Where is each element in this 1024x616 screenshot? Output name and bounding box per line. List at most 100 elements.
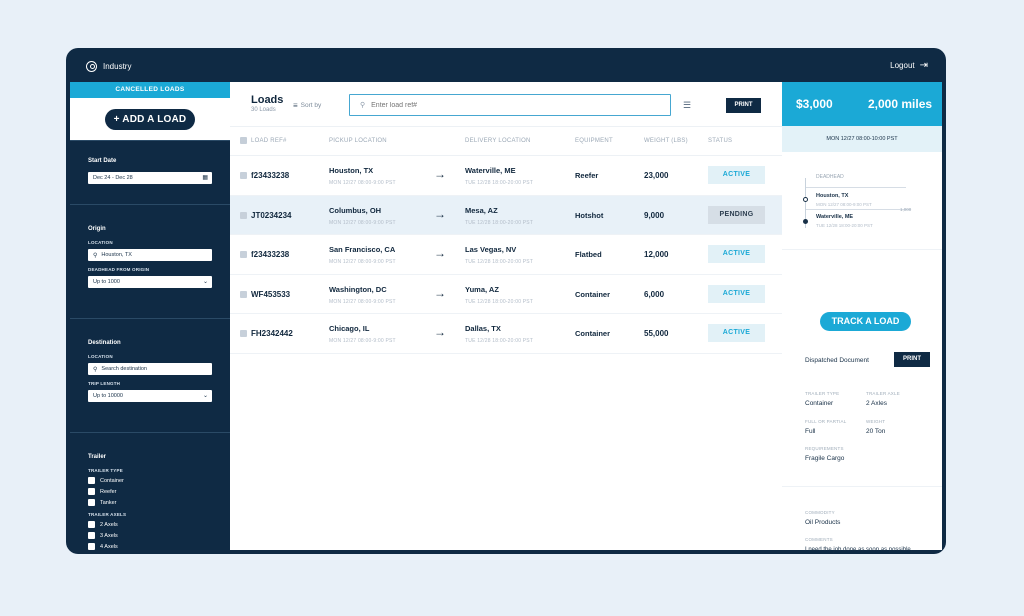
- status-badge: ACTIVE: [708, 166, 765, 184]
- user-icon: [86, 61, 97, 72]
- table-row[interactable]: f23433238 San Francisco, CA MON 12/27 08…: [230, 235, 782, 275]
- table-header: LOAD REF# PICKUP LOCATION DELIVERY LOCAT…: [230, 126, 782, 156]
- sort-icon: ≡: [293, 101, 298, 110]
- pickup-date: MON 12/27 08:00-10:00 PST: [782, 126, 942, 152]
- start-date-field[interactable]: Dec 24 - Dec 28 ▦: [88, 172, 212, 184]
- equipment: Container: [575, 329, 611, 338]
- weight: 6,000: [644, 289, 665, 299]
- column-header[interactable]: PICKUP LOCATION: [329, 138, 387, 144]
- pickup-city: Houston, TX: [329, 166, 374, 175]
- table-row[interactable]: JT0234234 Columbus, OH MON 12/27 08:00-9…: [230, 195, 782, 235]
- load-ref: f23433238: [251, 171, 290, 180]
- status-badge: PENDING: [708, 205, 765, 224]
- destination-marker: [803, 219, 808, 224]
- trailer-type-option[interactable]: Tanker: [88, 499, 212, 506]
- deadhead-label: DEADHEAD FROM ORIGIN: [88, 267, 150, 272]
- print-document-button[interactable]: PRINT: [894, 352, 930, 367]
- filter-sidebar: CANCELLED LOADS + ADD A LOAD Start Date …: [70, 82, 230, 550]
- column-header[interactable]: EQUIPMENT: [575, 138, 613, 144]
- origin-marker: [803, 197, 808, 202]
- checkbox[interactable]: [88, 488, 95, 495]
- detail-header: $3,000 2,000 miles MON 12/27 08:00-10:00…: [782, 82, 942, 152]
- search-icon: ⚲: [93, 366, 98, 373]
- commodity-label: COMMODITY: [805, 510, 835, 515]
- checkbox[interactable]: [88, 543, 95, 550]
- origin-location-input[interactable]: ⚲ Houston, TX: [88, 249, 212, 261]
- checkbox[interactable]: [88, 532, 95, 539]
- equipment: Reefer: [575, 171, 599, 180]
- top-bar: Industry Logout ⇥: [66, 48, 946, 82]
- origin-location-label: LOCATION: [88, 240, 113, 245]
- row-checkbox[interactable]: [240, 330, 247, 337]
- trailer-axle-option[interactable]: 4 Axels: [88, 543, 212, 550]
- trailer-type-option[interactable]: Reefer: [88, 488, 212, 495]
- option-label: Reefer: [100, 488, 117, 495]
- cancelled-loads-tab[interactable]: CANCELLED LOADS: [70, 82, 230, 98]
- delivery-city: Waterville, ME: [465, 166, 516, 175]
- requirements-label: REQUIREMENTS: [805, 446, 844, 451]
- list-header: Loads 30 Loads ≡ Sort by ⚲ ☰ PRINT: [230, 82, 782, 126]
- print-button[interactable]: PRINT: [726, 98, 761, 113]
- load-search[interactable]: ⚲: [349, 94, 671, 116]
- checkbox[interactable]: [88, 477, 95, 484]
- table-row[interactable]: WF453533 Washington, DC MON 12/27 08:00-…: [230, 275, 782, 314]
- logout-button[interactable]: Logout ⇥: [890, 60, 928, 70]
- status-badge: ACTIVE: [708, 284, 765, 303]
- row-checkbox[interactable]: [240, 211, 247, 219]
- trailer-type-label: TRAILER TYPE: [88, 468, 123, 473]
- option-label: 3 Axels: [100, 532, 118, 539]
- load-miles: 2,000 miles: [868, 97, 933, 111]
- arrow-right-icon: →: [434, 285, 446, 300]
- delivery-city: Las Vegas, NV: [465, 245, 517, 254]
- comments-label: COMMENTS: [805, 537, 833, 542]
- destination-city: Waterville, ME: [816, 214, 854, 220]
- logout-label: Logout: [890, 61, 915, 70]
- deadhead-label: DEADHEAD: [816, 174, 844, 180]
- pickup-city: San Francisco, CA: [329, 245, 396, 254]
- destination-location-input[interactable]: ⚲ Search destination: [88, 363, 212, 375]
- filter-icon[interactable]: ☰: [683, 100, 692, 110]
- load-ref: f23433238: [251, 250, 290, 259]
- trailer-axle-option[interactable]: 3 Axels: [88, 532, 212, 539]
- table-row[interactable]: f23433238 Houston, TX MON 12/27 08:00-9:…: [230, 156, 782, 196]
- column-header[interactable]: LOAD REF#: [251, 138, 287, 144]
- row-checkbox[interactable]: [240, 172, 247, 179]
- delivery-time: TUE 12/28 18:00-20:00 PST: [465, 259, 534, 265]
- option-label: Tanker: [100, 499, 117, 506]
- route-summary: DEADHEAD Houston, TX MON 12/27 08:00-9:0…: [782, 152, 942, 250]
- checkbox[interactable]: [88, 499, 95, 506]
- weight: 23,000: [644, 171, 669, 180]
- checkbox[interactable]: [88, 521, 95, 528]
- column-header[interactable]: WEIGHT (LBS): [644, 138, 688, 144]
- destination-time: TUE 12/28 18:00-20:00 PST: [816, 223, 873, 228]
- origin-time: MON 12/27 08:00-9:00 PST: [816, 202, 872, 207]
- sort-by-label: Sort by: [300, 102, 322, 109]
- trailer-axle-label: TRAILER AXLE: [866, 391, 900, 396]
- trailer-title: Trailer: [88, 454, 107, 460]
- row-checkbox[interactable]: [240, 290, 247, 298]
- equipment: Container: [575, 289, 611, 299]
- add-load-area: + ADD A LOAD: [70, 98, 230, 140]
- route-line: [805, 178, 806, 228]
- trailer-type-option[interactable]: Container: [88, 477, 212, 484]
- select-all-checkbox[interactable]: [240, 137, 247, 144]
- arrow-right-icon: →: [434, 246, 446, 260]
- route-divider: [806, 187, 906, 188]
- load-price: $3,000: [796, 97, 833, 111]
- brand-label: Industry: [103, 62, 132, 71]
- pickup-city: Chicago, IL: [329, 324, 370, 333]
- search-input[interactable]: [371, 101, 632, 109]
- add-load-button[interactable]: + ADD A LOAD: [104, 108, 196, 130]
- trip-length-select[interactable]: Up to 10000 ⌄: [88, 390, 212, 402]
- column-header[interactable]: STATUS: [708, 138, 733, 144]
- table-row[interactable]: FH2342442 Chicago, IL MON 12/27 08:00-9:…: [230, 314, 782, 354]
- deadhead-select[interactable]: Up to 1000 ⌄: [88, 276, 212, 288]
- sort-by-button[interactable]: ≡ Sort by: [293, 101, 321, 110]
- search-icon: ⚲: [360, 102, 366, 109]
- trailer-axle-option[interactable]: 2 Axels: [88, 521, 212, 528]
- row-checkbox[interactable]: [240, 251, 247, 258]
- column-header[interactable]: DELIVERY LOCATION: [465, 138, 531, 144]
- pickup-city: Washington, DC: [329, 284, 387, 294]
- app-window: Industry Logout ⇥ CANCELLED LOADS + ADD …: [66, 48, 946, 554]
- track-load-button[interactable]: TRACK A LOAD: [820, 312, 911, 331]
